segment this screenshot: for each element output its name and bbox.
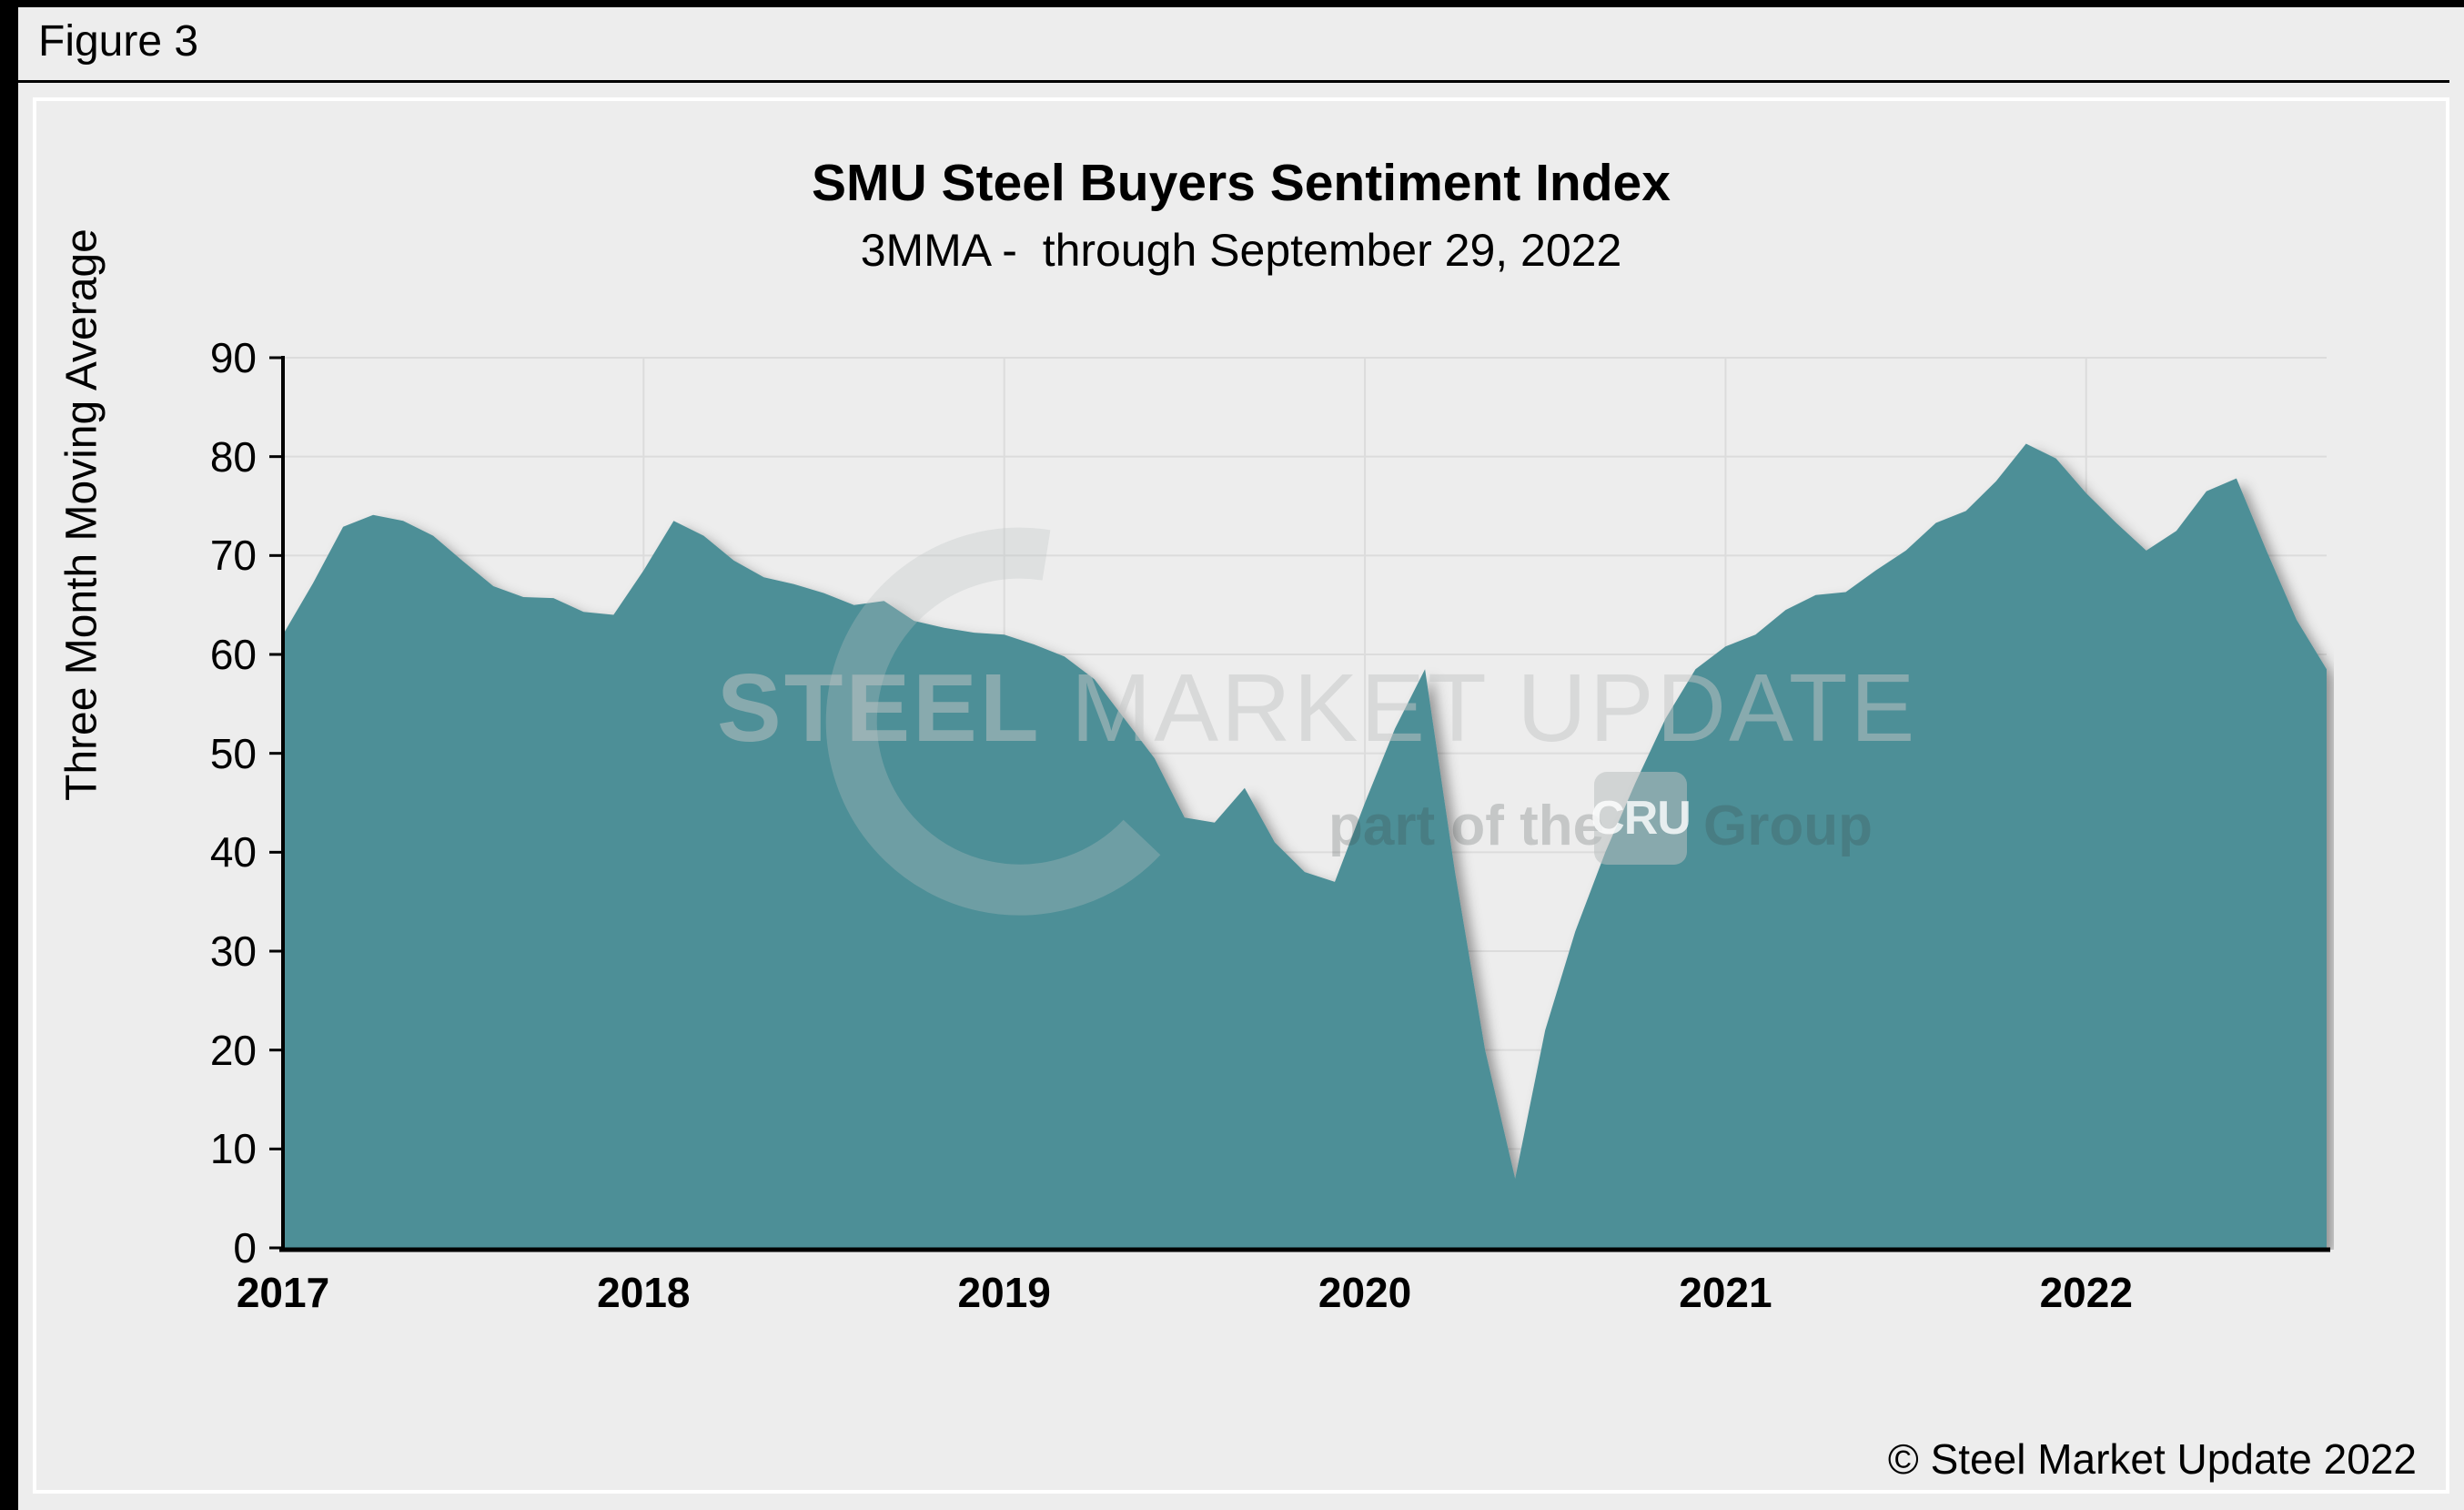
x-axis-tick-label: 2020 xyxy=(1318,1269,1412,1316)
figure-rule-divider xyxy=(18,80,2449,83)
y-axis-tick-label: 40 xyxy=(209,828,257,877)
chart-subtitle: 3MMA - through September 29, 2022 xyxy=(860,225,1622,276)
figure-label: Figure 3 xyxy=(38,17,199,66)
y-axis-tick-label: 80 xyxy=(209,432,257,481)
y-axis-tick-label: 90 xyxy=(209,334,257,381)
frame-top-bar xyxy=(0,0,2464,7)
x-axis-tick-label: 2017 xyxy=(236,1269,330,1316)
y-axis-tick-label: 20 xyxy=(209,1026,257,1074)
y-axis-tick-label: 70 xyxy=(209,532,257,580)
y-axis-tick-label: 0 xyxy=(233,1224,257,1272)
y-axis-tick-label: 10 xyxy=(209,1125,257,1173)
copyright-notice: © Steel Market Update 2022 xyxy=(1887,1435,2417,1483)
x-axis-tick-label: 2021 xyxy=(1679,1269,1772,1316)
x-axis-tick-label: 2022 xyxy=(2039,1269,2133,1316)
x-axis-tick-label: 2018 xyxy=(597,1269,691,1316)
frame-left-bar xyxy=(0,0,18,1510)
x-axis-tick-label: 2019 xyxy=(957,1269,1051,1316)
y-axis-tick-label: 60 xyxy=(209,631,257,678)
y-axis-tick-label: 50 xyxy=(209,729,257,777)
chart-title: SMU Steel Buyers Sentiment Index xyxy=(812,154,1671,212)
y-axis-tick-label: 30 xyxy=(209,927,257,975)
sentiment-area-series xyxy=(283,443,2327,1248)
